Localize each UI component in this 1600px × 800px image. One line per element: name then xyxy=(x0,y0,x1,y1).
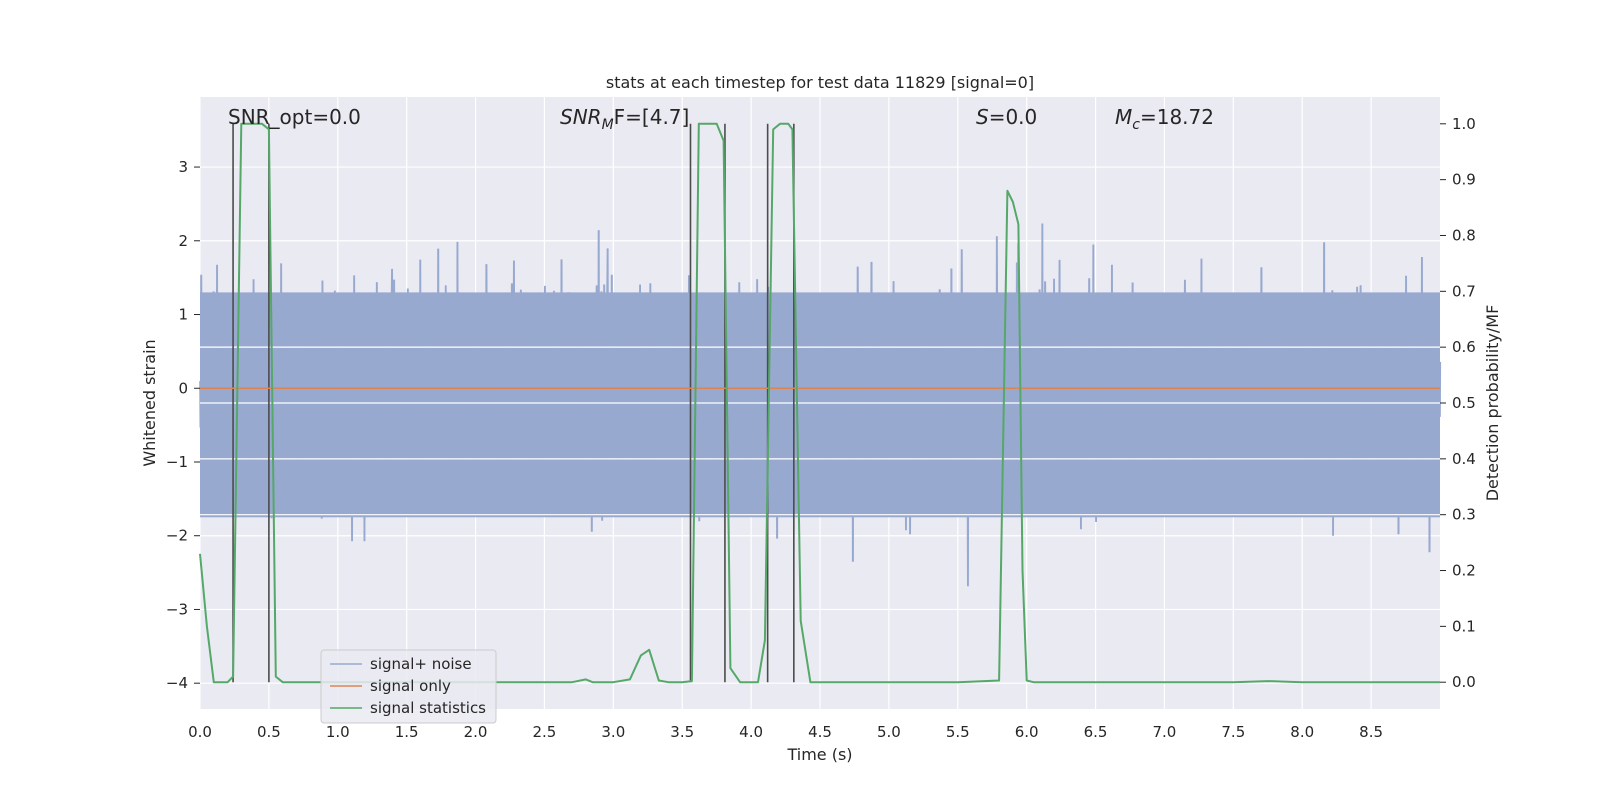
x-tick-label: 4.0 xyxy=(739,723,763,741)
snr-opt-annotation: SNR_opt=0.0 xyxy=(228,105,361,129)
snr-mf-sub: M xyxy=(602,117,614,133)
legend-label-noise: signal+ noise xyxy=(370,655,472,673)
y-axis-ticks: −4 −3 −2 −1 0 1 2 3 xyxy=(166,158,200,692)
legend: signal+ noise signal only signal statist… xyxy=(320,649,497,724)
mc-sub: c xyxy=(1132,117,1140,133)
y2-tick-label: 0.8 xyxy=(1452,226,1476,244)
x-tick-label: 3.5 xyxy=(670,723,694,741)
s-rest: =0.0 xyxy=(989,105,1038,129)
x-tick-label: 1.0 xyxy=(326,723,350,741)
snr-mf-main: SNR xyxy=(560,105,602,129)
signal-statistics-line xyxy=(199,122,1440,684)
y2-tick-label: 0.6 xyxy=(1452,338,1476,356)
x-tick-label: 5.5 xyxy=(946,723,970,741)
signal-statistics-series xyxy=(199,122,1440,684)
legend-label-signal-only: signal only xyxy=(370,677,451,695)
y-tick-label: −3 xyxy=(166,600,188,618)
chart-title: stats at each timestep for test data 118… xyxy=(606,73,1034,92)
y2-tick-label: 0.1 xyxy=(1452,617,1476,635)
noise-trace xyxy=(199,223,1442,587)
snr-mf-rest: F=[4.7] xyxy=(614,105,690,129)
y2-axis-ticks: 0.0 0.1 0.2 0.3 0.4 0.5 0.6 0.7 0.8 0.9 1.0 xyxy=(1440,115,1476,691)
y2-tick-label: 0.0 xyxy=(1452,673,1476,691)
y2-tick-label: 0.7 xyxy=(1452,282,1476,300)
y-tick-label: −1 xyxy=(166,453,188,471)
x-tick-label: 4.5 xyxy=(808,723,832,741)
x-tick-label: 2.0 xyxy=(464,723,488,741)
y2-tick-label: 0.5 xyxy=(1452,394,1476,412)
x-tick-label: 8.5 xyxy=(1359,723,1383,741)
x-tick-label: 2.5 xyxy=(533,723,557,741)
y2-tick-label: 0.3 xyxy=(1452,506,1476,524)
y2-axis-label: Detection probability/MF xyxy=(1483,305,1502,502)
snr-mf-annotation: SNRMF=[4.7] xyxy=(560,105,689,133)
x-axis-label: Time (s) xyxy=(786,745,852,764)
x-tick-label: 7.0 xyxy=(1153,723,1177,741)
mc-main: M xyxy=(1115,105,1132,129)
y-tick-label: 1 xyxy=(178,306,188,324)
y-tick-label: 2 xyxy=(178,232,188,250)
x-tick-label: 8.0 xyxy=(1290,723,1314,741)
y-axis-label: Whitened strain xyxy=(140,339,159,466)
x-tick-label: 0.0 xyxy=(188,723,212,741)
y-tick-label: −4 xyxy=(166,674,188,692)
s-main: S xyxy=(976,105,989,129)
y2-tick-label: 0.2 xyxy=(1452,562,1476,580)
x-tick-label: 0.5 xyxy=(257,723,281,741)
mc-rest: =18.72 xyxy=(1140,105,1214,129)
x-tick-label: 5.0 xyxy=(877,723,901,741)
x-tick-label: 6.0 xyxy=(1015,723,1039,741)
x-axis-ticks: 0.0 0.5 1.0 1.5 2.0 2.5 3.0 3.5 4.0 4.5 5.0 5.5 6.0 6… xyxy=(188,723,1383,741)
noise-series xyxy=(199,223,1442,587)
mc-annotation: Mc=18.72 xyxy=(1115,105,1214,133)
legend-label-signal-statistics: signal statistics xyxy=(370,699,486,717)
y-tick-label: 0 xyxy=(178,379,188,397)
s-annotation: S=0.0 xyxy=(976,105,1037,129)
y-tick-label: −2 xyxy=(166,527,188,545)
y-tick-label: 3 xyxy=(178,158,188,176)
x-tick-label: 7.5 xyxy=(1221,723,1245,741)
x-tick-label: 3.0 xyxy=(601,723,625,741)
y2-tick-label: 1.0 xyxy=(1452,115,1476,133)
y2-tick-label: 0.9 xyxy=(1452,171,1476,189)
x-tick-label: 6.5 xyxy=(1084,723,1108,741)
x-tick-label: 1.5 xyxy=(395,723,419,741)
y2-tick-label: 0.4 xyxy=(1452,450,1476,468)
legend-frame xyxy=(320,649,497,724)
